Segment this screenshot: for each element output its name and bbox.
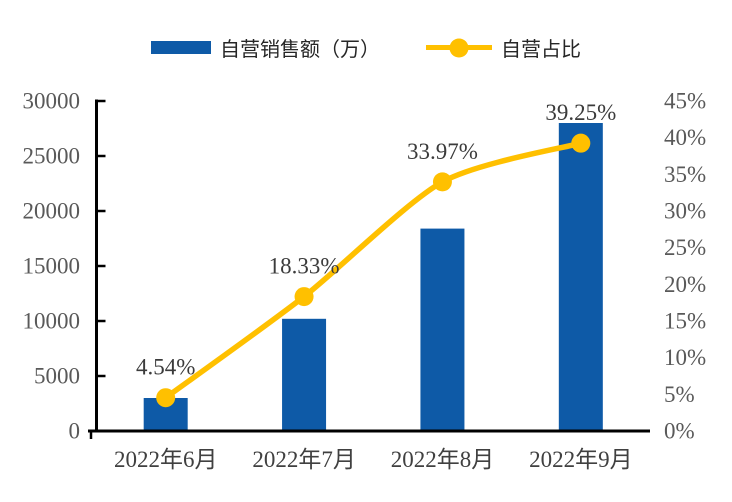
category-label: 2022年6月 bbox=[114, 447, 218, 472]
right-axis-tick-label: 45% bbox=[664, 89, 706, 114]
line-marker-icon bbox=[449, 38, 469, 57]
ratio-marker bbox=[294, 287, 314, 307]
left-axis-tick-label: 20000 bbox=[23, 199, 81, 224]
ratio-data-label: 18.33% bbox=[269, 254, 340, 279]
left-axis-tick-label: 25000 bbox=[23, 144, 81, 169]
ratio-data-label: 39.25% bbox=[545, 100, 616, 125]
ratio-line bbox=[162, 140, 584, 401]
right-axis-tick-label: 25% bbox=[664, 235, 706, 260]
category-label: 2022年9月 bbox=[529, 447, 633, 472]
chart-legend: 自营销售额（万） 自营占比 bbox=[0, 33, 732, 62]
bar bbox=[420, 228, 465, 431]
right-axis-tick-label: 0% bbox=[664, 419, 695, 444]
right-axis-tick-label: 20% bbox=[664, 272, 706, 297]
legend-label-ratio: 自营占比 bbox=[501, 39, 581, 61]
line-swatch-icon bbox=[426, 38, 492, 57]
ratio-data-label: 4.54% bbox=[136, 355, 195, 380]
right-axis-tick-label: 30% bbox=[664, 199, 706, 224]
ratio-marker bbox=[156, 388, 176, 408]
right-axis-tick-label: 5% bbox=[664, 382, 695, 407]
right-axis-tick-label: 10% bbox=[664, 345, 706, 370]
ratio-marker bbox=[571, 133, 591, 153]
left-axis-tick-label: 15000 bbox=[23, 254, 81, 279]
category-label: 2022年7月 bbox=[252, 447, 356, 472]
right-axis-tick-label: 15% bbox=[664, 309, 706, 334]
right-axis-tick-label: 40% bbox=[664, 125, 706, 150]
legend-item-ratio: 自营占比 bbox=[426, 33, 581, 62]
ratio-marker bbox=[432, 172, 452, 192]
legend-item-sales: 自营销售额（万） bbox=[151, 33, 380, 62]
left-axis-tick-label: 5000 bbox=[34, 364, 80, 389]
legend-label-sales: 自营销售额（万） bbox=[220, 39, 380, 61]
bar-swatch-icon bbox=[151, 41, 211, 54]
left-axis-tick-label: 30000 bbox=[23, 89, 81, 114]
ratio-data-label: 33.97% bbox=[407, 139, 478, 164]
category-label: 2022年8月 bbox=[391, 447, 495, 472]
left-axis-tick-label: 0 bbox=[69, 419, 81, 444]
left-axis-tick-label: 10000 bbox=[23, 309, 81, 334]
right-axis-tick-label: 35% bbox=[664, 162, 706, 187]
bar bbox=[558, 123, 603, 431]
bar bbox=[282, 318, 327, 431]
